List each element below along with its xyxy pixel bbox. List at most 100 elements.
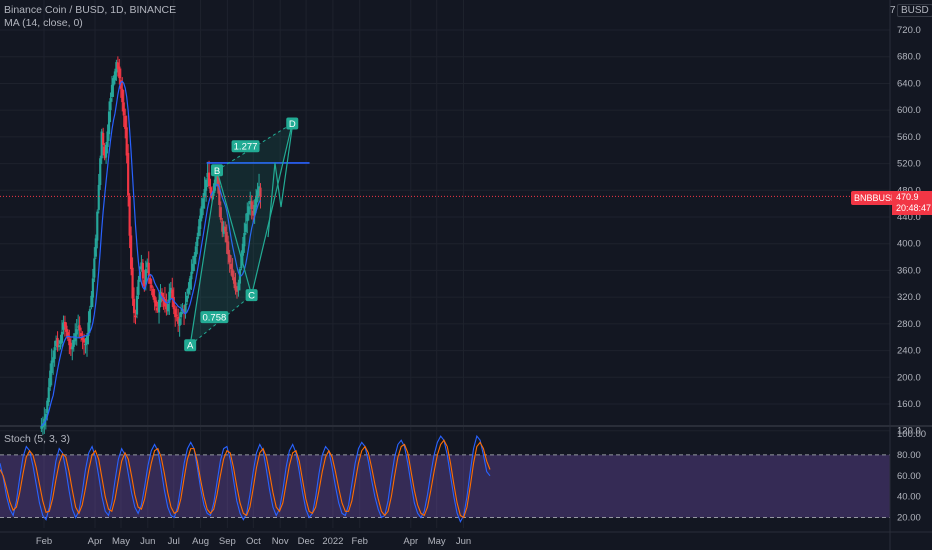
candle-body — [147, 262, 150, 276]
candle-body — [237, 282, 240, 291]
price-axis-label: 720.0 — [897, 25, 921, 36]
candle-body — [63, 321, 67, 327]
candle-body — [102, 132, 105, 145]
ma-line — [41, 80, 261, 427]
candle-body — [199, 215, 202, 230]
candle-body — [235, 289, 239, 292]
candle-body — [44, 414, 47, 420]
xabcd-ratio-ac — [189, 294, 252, 346]
svg-text:C: C — [248, 291, 255, 302]
xabcd-fill-2 — [217, 123, 293, 296]
candle-body — [203, 188, 206, 198]
candle-body — [105, 144, 108, 158]
stoch-indicator-label[interactable]: Stoch (5, 3, 3) — [4, 433, 70, 445]
price-axis-label: 360.0 — [897, 265, 921, 276]
candle-body — [222, 226, 225, 234]
candle-body — [243, 233, 246, 247]
candle-body — [256, 190, 259, 198]
candle-body — [254, 195, 258, 208]
candle-body — [143, 279, 146, 287]
candle-body — [68, 339, 71, 346]
candle-body — [91, 278, 94, 298]
candle-body — [210, 192, 214, 199]
time-axis-label: Jun — [456, 536, 471, 547]
candle-body — [240, 255, 243, 268]
candle-body — [188, 278, 192, 290]
candle-body — [216, 175, 219, 187]
candle-body — [72, 339, 75, 347]
candle-body — [207, 172, 211, 187]
candle-body — [71, 346, 74, 350]
time-axis-label: Aug — [192, 536, 209, 547]
candle-body — [225, 231, 228, 243]
stoch-axis-label: 100.00 — [897, 429, 926, 440]
candle-body — [99, 158, 102, 185]
candle-body — [84, 343, 87, 346]
candle-body — [180, 311, 183, 318]
projection-line — [267, 126, 293, 238]
svg-text:0.758: 0.758 — [203, 313, 227, 324]
candle-body — [49, 370, 52, 387]
price-axis-label: 480.0 — [897, 185, 921, 196]
candle-body — [140, 262, 143, 270]
svg-text:1.277: 1.277 — [234, 142, 258, 153]
candle-body — [50, 360, 53, 374]
symbol-title[interactable]: Binance Coin / BUSD, 1D, BINANCE — [4, 4, 177, 16]
bar-countdown: 20:48:47 — [896, 203, 932, 213]
point-label-d: D — [286, 117, 299, 130]
candle-body — [69, 342, 72, 350]
price-axis-label: 400.0 — [897, 239, 921, 250]
candle-body — [218, 186, 221, 205]
price-axis-label: 440.0 — [897, 212, 921, 223]
candle-body — [257, 186, 261, 193]
candle-body — [81, 337, 84, 340]
point-label-a: A — [184, 339, 197, 352]
candle-body — [193, 255, 196, 264]
candle-body — [56, 337, 59, 348]
stoch-axis-label: 40.00 — [897, 492, 921, 503]
candle-body — [146, 262, 149, 268]
candle-body — [160, 292, 164, 298]
candle-body — [127, 152, 130, 196]
candle-body — [113, 71, 117, 81]
candle-body — [112, 78, 115, 86]
price-axis-label: 160.0 — [897, 399, 921, 410]
candle-body — [121, 88, 124, 103]
currency-badge[interactable]: 7 BUSD — [890, 4, 932, 17]
candle-body — [40, 426, 43, 429]
xabcd-line — [189, 123, 293, 346]
candle-body — [116, 62, 119, 69]
candle-body — [103, 146, 106, 159]
candle-body — [118, 66, 121, 79]
candle-body — [106, 131, 109, 147]
last-price: 470.9 — [896, 192, 919, 202]
candle-body — [171, 289, 174, 299]
candle-body — [144, 269, 147, 285]
candle-body — [87, 322, 90, 337]
candle-body — [85, 335, 89, 345]
candle-body — [78, 325, 81, 331]
candle-body — [125, 127, 128, 156]
time-axis-label: Sep — [219, 536, 236, 547]
price-axis-label: 240.0 — [897, 346, 921, 357]
price-axis-label: 320.0 — [897, 292, 921, 303]
candle-body — [228, 254, 231, 263]
candle-body — [59, 340, 62, 344]
candle-body — [77, 326, 80, 328]
ma-indicator-label[interactable]: MA (14, close, 0) — [4, 17, 83, 29]
candle-body — [131, 267, 134, 299]
candle-body — [75, 329, 78, 335]
price-axis-label: 640.0 — [897, 78, 921, 89]
candle-body — [187, 287, 190, 294]
candle-body — [124, 115, 127, 129]
candle-body — [52, 357, 55, 363]
candle-body — [163, 299, 167, 307]
candle-body — [166, 303, 169, 312]
time-axis-label: 2022 — [322, 536, 343, 547]
candle-body — [115, 62, 118, 73]
candle-body — [174, 308, 177, 318]
candle-body — [196, 237, 199, 247]
svg-text:A: A — [187, 341, 194, 352]
svg-text:B: B — [214, 166, 220, 177]
